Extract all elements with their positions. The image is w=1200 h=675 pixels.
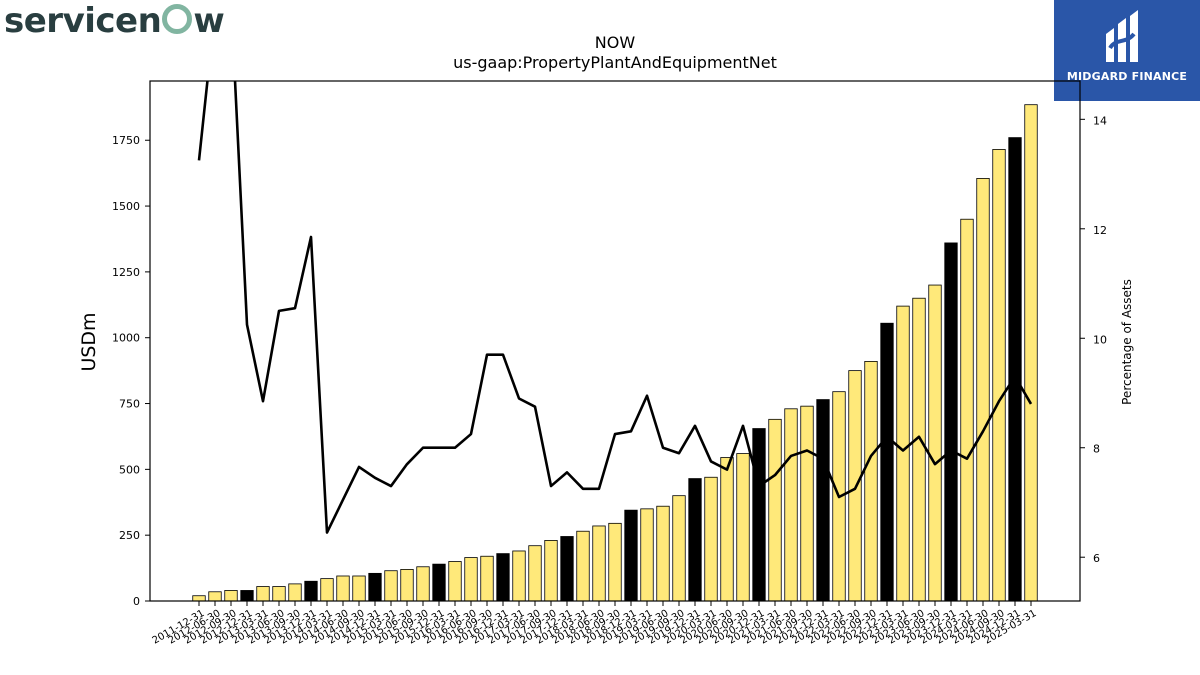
bar [336,575,350,602]
bar [928,284,942,602]
axes: 02505007501000125015001750681012142011-1… [112,80,1107,647]
bar [544,540,558,602]
bar [720,457,734,602]
bar [816,399,830,602]
bar [352,575,366,602]
chart-title: NOW [595,33,636,52]
midgard-finance-badge: MIDGARD FINANCE [1054,0,1200,101]
bar [592,525,606,602]
y2-tick-label: 6 [1093,552,1100,565]
y-tick-label: 1750 [112,134,140,147]
bar [512,550,526,602]
bar [480,555,494,602]
y-axis-label: USDm [78,312,100,371]
y-tick-label: 0 [133,595,140,608]
bar [848,370,862,602]
bar [672,495,686,602]
bar [272,586,286,602]
bar [800,405,814,602]
bar [992,149,1006,602]
bar [368,572,382,602]
y-tick-label: 500 [119,463,140,476]
y2-tick-label: 10 [1093,333,1107,346]
bar [1008,137,1022,602]
bar [464,557,478,602]
bar [576,530,590,602]
bar [784,408,798,602]
chart-subtitle: us-gaap:PropertyPlantAndEquipmentNet [453,53,777,72]
servicenow-logo: servicen w [4,0,225,44]
bar [320,578,334,602]
bar [656,505,670,602]
bar [976,178,990,602]
y2-tick-label: 8 [1093,443,1100,456]
bar [240,590,254,602]
y2-axis-label: Percentage of Assets [1120,279,1134,405]
bar [944,242,958,602]
bar [400,569,414,602]
bar [528,545,542,602]
logo-text-pre: servicen [4,1,162,41]
bar [288,583,302,602]
bar [448,561,462,602]
bar [880,322,894,602]
bar [1024,104,1038,602]
bar [688,478,702,602]
bar [192,595,206,602]
logo-wordmark: servicen w [4,1,225,41]
bar [432,563,446,602]
bar [864,361,878,602]
bar [736,453,750,602]
y-tick-label: 1250 [112,266,140,279]
logo-text-post: w [193,1,225,41]
y2-tick-label: 12 [1093,224,1107,237]
bar [704,476,718,602]
bar [496,553,510,602]
y-tick-label: 750 [119,398,140,411]
bar-series [192,104,1038,602]
bar [608,522,622,602]
bar [624,509,638,602]
bar [384,570,398,602]
midgard-logo-icon [1106,10,1138,62]
bar [256,586,270,602]
bar [416,566,430,602]
bar [912,297,926,602]
bar [224,590,238,602]
y-tick-label: 1000 [112,332,140,345]
logo-o-ring-icon [162,4,193,34]
bar [896,305,910,602]
bar [640,508,654,602]
bar [960,218,974,602]
bar [560,536,574,602]
y-tick-label: 250 [119,529,140,542]
bar [208,591,222,602]
bar [768,418,782,602]
y-tick-label: 1500 [112,200,140,213]
badge-text: MIDGARD FINANCE [1066,70,1188,83]
y2-tick-label: 14 [1093,114,1107,127]
line-series [197,81,1033,534]
bar [752,428,766,602]
bar [304,580,318,602]
